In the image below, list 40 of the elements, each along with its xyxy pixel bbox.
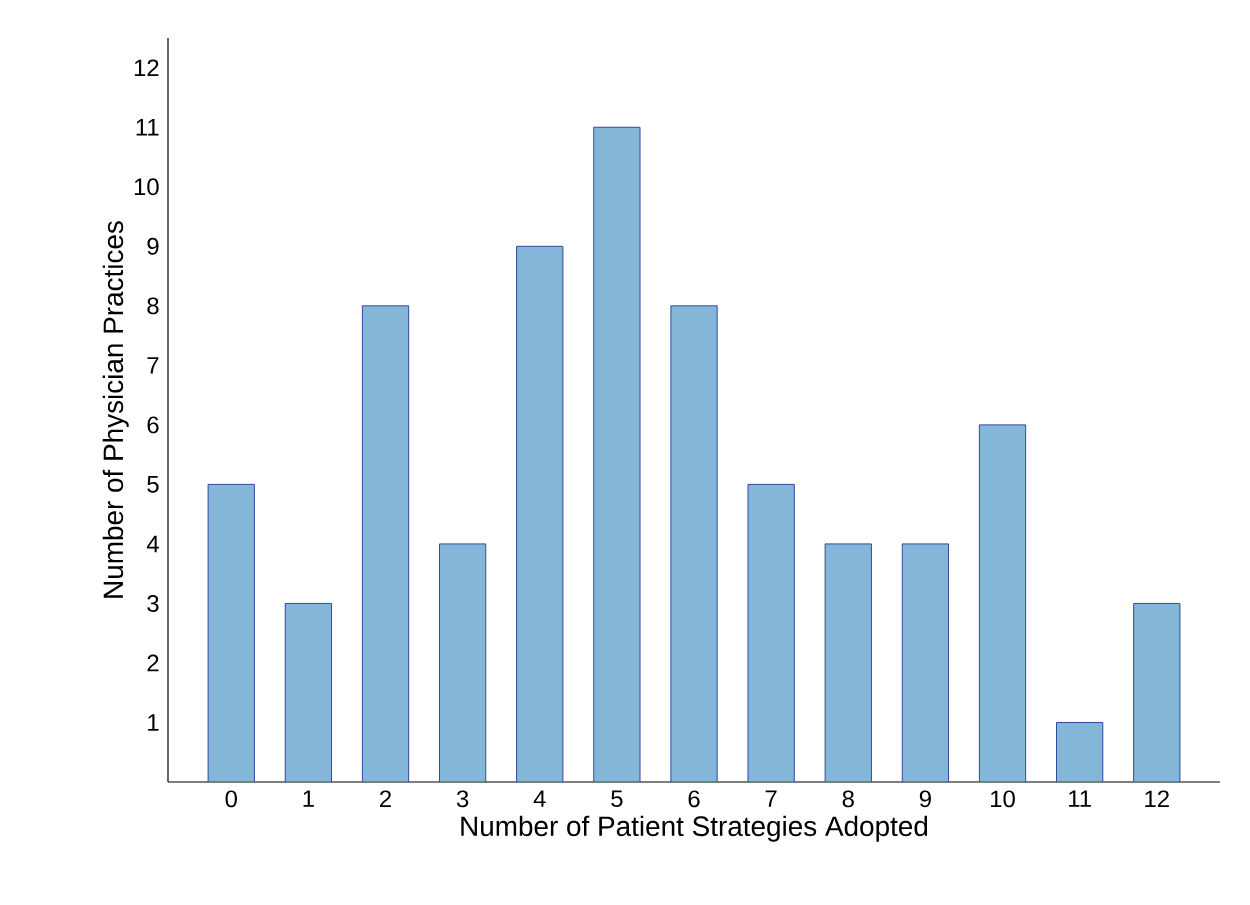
y-tick-label: 4 xyxy=(146,535,159,553)
x-tick-label: 10 xyxy=(991,790,1015,808)
bar xyxy=(516,245,564,782)
x-tick-label: 12 xyxy=(1145,790,1169,808)
x-tick-label: 8 xyxy=(842,790,854,808)
x-tick-label: 5 xyxy=(611,790,623,808)
y-tick-label: 1 xyxy=(148,714,159,731)
x-tick-label: 4 xyxy=(533,790,546,807)
bar xyxy=(978,424,1027,782)
bar xyxy=(1133,602,1181,782)
y-tick-label: 11 xyxy=(136,119,159,136)
y-tick-label: 3 xyxy=(147,594,159,612)
x-tick-label: 11 xyxy=(1069,790,1091,807)
x-tick-label: 7 xyxy=(765,790,777,807)
bar xyxy=(670,305,718,782)
y-tick-label: 12 xyxy=(134,59,159,77)
y-tick-label: 6 xyxy=(147,416,159,434)
y-tick-label: 7 xyxy=(147,357,159,374)
x-tick-label: 3 xyxy=(456,790,469,808)
y-tick-label: 10 xyxy=(134,178,159,196)
x-axis-title: Number of Patient Strategies Adopted xyxy=(461,815,928,842)
bar xyxy=(901,543,950,782)
y-tick-label: 8 xyxy=(147,297,159,315)
bar xyxy=(361,305,410,782)
x-tick-label: 9 xyxy=(919,790,931,808)
x-tick-label: 1 xyxy=(303,790,314,807)
bar xyxy=(207,483,255,782)
y-axis-title: Number of Physician Practices xyxy=(102,221,129,598)
y-tick-label: 5 xyxy=(147,476,159,493)
bar xyxy=(593,126,641,782)
x-tick-label: 0 xyxy=(225,790,237,808)
bar xyxy=(824,543,872,782)
y-tick-label: 2 xyxy=(147,654,159,672)
x-tick-label: 6 xyxy=(688,790,700,808)
x-tick-label: 2 xyxy=(380,790,391,808)
bar xyxy=(284,602,333,782)
y-tick-label: 9 xyxy=(147,237,159,255)
bar xyxy=(1056,721,1104,782)
bar xyxy=(438,543,487,782)
bar xyxy=(747,483,795,782)
